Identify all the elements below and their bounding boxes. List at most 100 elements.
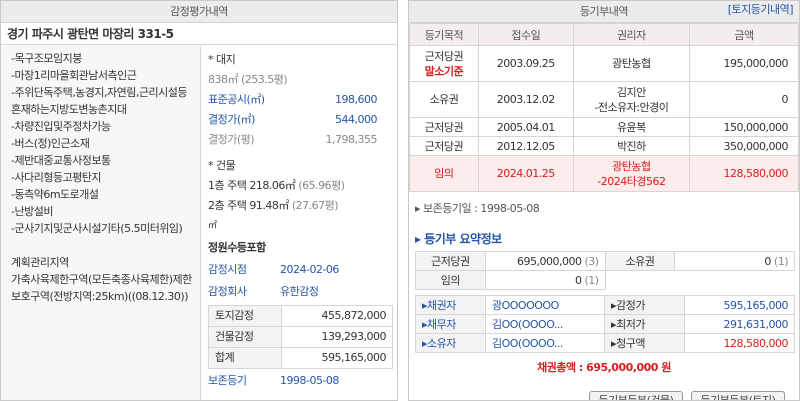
header-row: 등기목적 접수일 권리자 금액	[409, 23, 799, 46]
purpose-cell: 근저당권 말소기준	[409, 45, 479, 82]
label: 건물감정	[207, 326, 283, 348]
holder: 김지안	[616, 85, 646, 99]
label: 결정가(평)	[208, 133, 255, 146]
appraisal-row: 감정회사 유한감정	[208, 282, 391, 302]
amount: 128,580,000	[689, 155, 799, 192]
amount: 0	[764, 254, 771, 268]
date: 2005.04.01	[477, 117, 574, 137]
purpose: 임의	[434, 167, 454, 180]
label: 보존등기	[208, 374, 247, 387]
column-header: 등기목적	[409, 23, 479, 46]
holder-cell: 김지안 -전소유자:안경이	[572, 81, 691, 118]
feature: -마장1리마을회관남서측인근	[11, 69, 137, 82]
registry-button[interactable]: 등기부등본(토지)	[691, 391, 785, 400]
totals-row: 합계 595,165,000	[207, 347, 393, 369]
registry-row: 근저당권 2012.12.05 박진하 350,000,000	[409, 136, 799, 156]
price: 595,165,000	[684, 295, 795, 315]
holder-cell: 박진하	[572, 136, 691, 156]
floor-pyeong: (65.96평)	[298, 179, 345, 192]
tag: 말소기준	[424, 64, 464, 78]
area: 838㎡	[208, 73, 239, 86]
features: -목구조모임지붕 -마장1리마을회관남서측인근 -주위단독주택,농경지,자연림,근리…	[1, 46, 201, 400]
party-row: ▸채권자 광OOOOOOO ▸감정가 595,165,000	[415, 295, 795, 315]
label: 채권자	[427, 299, 456, 312]
value: 198,600	[335, 93, 378, 106]
feature: -군사기지및군사시설기타(5.5미터위임)	[11, 222, 183, 235]
amount: 350,000,000	[689, 136, 799, 156]
label: 소유자	[427, 337, 456, 350]
registration: 보존등기 1998-05-08	[208, 371, 391, 391]
holder-cell: 광탄농협 -2024타경562	[572, 155, 691, 192]
count: (1)	[584, 273, 600, 287]
floor-text: 1층 주택 218.06㎡	[208, 179, 296, 192]
preserved-text: 보존등기일 : 1998-05-08	[423, 202, 540, 215]
date: 2012.12.05	[477, 136, 574, 156]
address: 경기 파주시 광탄면 마장리 331-5	[1, 23, 397, 45]
registry-button[interactable]: 등기부등본(건물)	[589, 391, 683, 400]
label: 감정시점	[208, 263, 247, 276]
land-registry-link[interactable]: [토지등기내역]	[727, 3, 794, 16]
parties-table: ▸채권자 광OOOOOOO ▸감정가 595,165,000 ▸채무자 김OO(OOOO.…	[415, 295, 795, 353]
feature: -제반대중교통사정보통	[11, 154, 111, 167]
registry-row: 근저당권 2005.04.01 유윤복 150,000,000	[409, 117, 799, 137]
label: 소유권	[604, 251, 676, 271]
purpose: 소유권	[429, 93, 459, 106]
land-row: 표준공시(㎡) 198,600	[208, 90, 391, 110]
label: 합계	[207, 347, 283, 369]
label: 감정가	[616, 299, 645, 312]
totals-table: 토지감정 455,872,000 건물감정 139,293,000 합계 595,165,…	[207, 305, 393, 369]
summary-table: 근저당권 695,000,000 (3) 소유권 0 (1) 임의 0 (1)	[415, 251, 795, 290]
zoning: 계획관리지역	[11, 256, 69, 269]
price: 291,631,000	[684, 314, 795, 334]
holder: 박진하	[616, 139, 646, 153]
registry-panel: 등기부내역 [토지등기내역] 등기목적 접수일 권리자 금액 근저당권 말소기준 2003.…	[408, 0, 800, 401]
totals-row: 건물감정 139,293,000	[207, 326, 393, 348]
date: 2003.12.02	[477, 81, 574, 118]
label-cell: ▸채권자	[415, 295, 486, 315]
label: 표준공시(㎡)	[208, 93, 265, 106]
holder: 유윤복	[616, 120, 646, 134]
purpose-cell: 소유권	[409, 81, 479, 118]
label-cell: ▸최저가	[604, 314, 686, 334]
zoning: 가축사육제한구역(모든축종사육제한)제한보호구역(전방지역:25km)((08.…	[11, 273, 192, 303]
label: 근저당권	[415, 251, 486, 271]
party-name: 김OO(OOOO...	[484, 314, 606, 334]
summary-row: 근저당권 695,000,000 (3) 소유권 0 (1)	[415, 251, 795, 271]
purpose: 근저당권	[424, 49, 464, 63]
date: 2003.09.25	[477, 45, 574, 82]
feature: -버스(정)인근소재	[11, 137, 90, 150]
floor: 2층 주택 91.48㎡ (27.67평)	[208, 196, 391, 216]
label: 임의	[415, 270, 486, 290]
amount: 0	[689, 81, 799, 118]
feature: -차량진입및주정차가능	[11, 120, 111, 133]
pyeong: (253.5평)	[241, 73, 288, 86]
details: * 대지 838㎡ (253.5평) 표준공시(㎡) 198,600 결정가(㎡) 544…	[202, 46, 397, 400]
price: 128,580,000	[684, 333, 795, 353]
value: 유한감정	[280, 285, 319, 298]
land-row: 결정가(㎡) 544,000	[208, 110, 391, 130]
date: 2024.01.25	[477, 155, 574, 192]
spacer	[11, 237, 196, 254]
land-area: 838㎡ (253.5평)	[208, 70, 391, 90]
registry-row: 근저당권 말소기준 2003.09.25 광탄농협 195,000,000	[409, 45, 799, 82]
land-heading: * 대지	[208, 53, 236, 66]
building-note: 정원수등포함	[208, 241, 266, 254]
label: 결정가(㎡)	[208, 113, 255, 126]
label: 최저가	[616, 318, 645, 331]
feature: -목구조모임지붕	[11, 52, 82, 65]
holder-cell: 유윤복	[572, 117, 691, 137]
label: 채무자	[427, 318, 456, 331]
column-header: 접수일	[477, 23, 574, 46]
feature: -난방설비	[11, 205, 53, 218]
holder-note: -전소유자:안경이	[594, 100, 669, 114]
value: 1,798,355	[325, 133, 378, 146]
holder-cell: 광탄농협	[572, 45, 691, 82]
party-name: 광OOOOOOO	[484, 295, 606, 315]
holder-note: -2024타경562	[597, 174, 666, 188]
value: 139,293,000	[281, 326, 393, 348]
registry-row: 임의 2024.01.25 광탄농협 -2024타경562 128,580,000	[409, 155, 799, 192]
column-header: 권리자	[572, 23, 691, 46]
building-extra: ㎡	[208, 221, 217, 231]
purpose-cell: 근저당권	[409, 136, 479, 156]
